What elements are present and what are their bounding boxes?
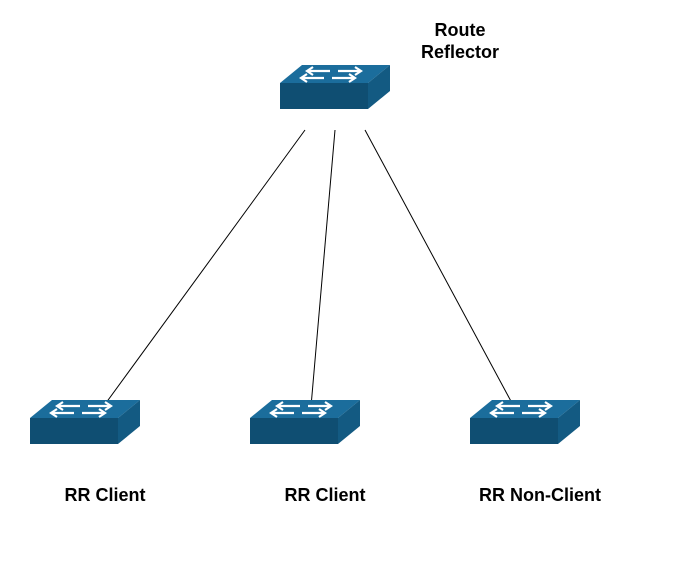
node-label-nc: RR Non-Client [460, 485, 620, 507]
switch-node-c2 [250, 400, 360, 444]
node-label-c1: RR Client [45, 485, 165, 507]
switch-node-c1 [30, 400, 140, 444]
edge [310, 130, 335, 418]
edge [365, 130, 520, 418]
diagram-canvas [0, 0, 681, 569]
switch-node-nc [470, 400, 580, 444]
edge [95, 130, 305, 418]
switch-node-rr [280, 65, 390, 109]
node-label-c2: RR Client [265, 485, 385, 507]
node-label-rr: RouteReflector [400, 20, 520, 63]
